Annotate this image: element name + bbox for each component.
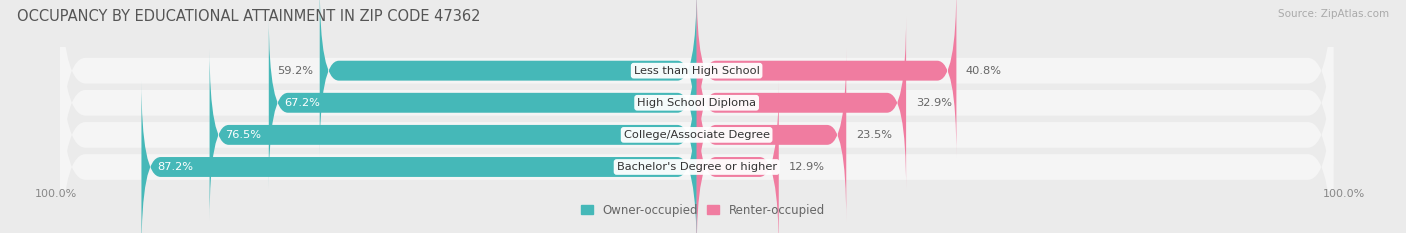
FancyBboxPatch shape xyxy=(696,16,905,189)
FancyBboxPatch shape xyxy=(319,0,696,157)
Text: Source: ZipAtlas.com: Source: ZipAtlas.com xyxy=(1278,9,1389,19)
Text: 76.5%: 76.5% xyxy=(225,130,262,140)
FancyBboxPatch shape xyxy=(269,16,696,189)
FancyBboxPatch shape xyxy=(142,81,696,233)
FancyBboxPatch shape xyxy=(60,0,1333,218)
FancyBboxPatch shape xyxy=(696,48,846,221)
Text: 32.9%: 32.9% xyxy=(915,98,952,108)
FancyBboxPatch shape xyxy=(696,0,956,157)
Text: 40.8%: 40.8% xyxy=(966,66,1002,76)
Text: 100.0%: 100.0% xyxy=(35,189,77,199)
FancyBboxPatch shape xyxy=(60,19,1333,233)
Text: College/Associate Degree: College/Associate Degree xyxy=(624,130,769,140)
Text: OCCUPANCY BY EDUCATIONAL ATTAINMENT IN ZIP CODE 47362: OCCUPANCY BY EDUCATIONAL ATTAINMENT IN Z… xyxy=(17,9,481,24)
FancyBboxPatch shape xyxy=(60,0,1333,186)
FancyBboxPatch shape xyxy=(696,81,779,233)
Text: 12.9%: 12.9% xyxy=(789,162,824,172)
FancyBboxPatch shape xyxy=(60,51,1333,233)
Text: 23.5%: 23.5% xyxy=(856,130,891,140)
Text: 59.2%: 59.2% xyxy=(277,66,314,76)
Legend: Owner-occupied, Renter-occupied: Owner-occupied, Renter-occupied xyxy=(581,204,825,217)
Text: High School Diploma: High School Diploma xyxy=(637,98,756,108)
Text: 87.2%: 87.2% xyxy=(157,162,194,172)
Text: Less than High School: Less than High School xyxy=(634,66,759,76)
Text: Bachelor's Degree or higher: Bachelor's Degree or higher xyxy=(617,162,776,172)
FancyBboxPatch shape xyxy=(209,48,696,221)
Text: 67.2%: 67.2% xyxy=(284,98,321,108)
Text: 100.0%: 100.0% xyxy=(1323,189,1365,199)
